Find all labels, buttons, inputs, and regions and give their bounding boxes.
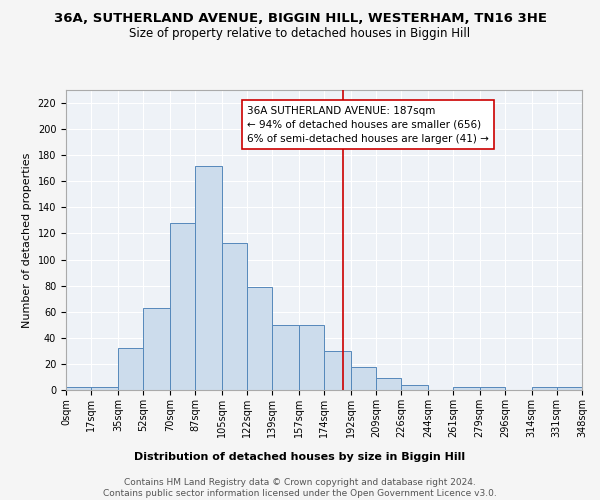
Bar	[401, 385, 428, 390]
Bar	[91, 388, 118, 390]
Bar	[557, 388, 582, 390]
Text: Contains HM Land Registry data © Crown copyright and database right 2024.
Contai: Contains HM Land Registry data © Crown c…	[103, 478, 497, 498]
Bar	[170, 223, 195, 390]
Bar	[479, 388, 505, 390]
Bar	[453, 388, 479, 390]
Y-axis label: Number of detached properties: Number of detached properties	[22, 152, 32, 328]
Bar	[532, 388, 557, 390]
Text: 36A, SUTHERLAND AVENUE, BIGGIN HILL, WESTERHAM, TN16 3HE: 36A, SUTHERLAND AVENUE, BIGGIN HILL, WES…	[53, 12, 547, 26]
Bar	[324, 351, 350, 390]
Bar	[350, 366, 376, 390]
Bar	[195, 166, 221, 390]
Text: Distribution of detached houses by size in Biggin Hill: Distribution of detached houses by size …	[134, 452, 466, 462]
Bar	[66, 388, 91, 390]
Text: 36A SUTHERLAND AVENUE: 187sqm
← 94% of detached houses are smaller (656)
6% of s: 36A SUTHERLAND AVENUE: 187sqm ← 94% of d…	[247, 106, 489, 144]
Bar	[118, 348, 143, 390]
Bar	[247, 287, 272, 390]
Bar	[221, 242, 247, 390]
Bar	[299, 325, 324, 390]
Bar	[143, 308, 170, 390]
Bar	[272, 325, 299, 390]
Text: Size of property relative to detached houses in Biggin Hill: Size of property relative to detached ho…	[130, 28, 470, 40]
Bar	[376, 378, 401, 390]
